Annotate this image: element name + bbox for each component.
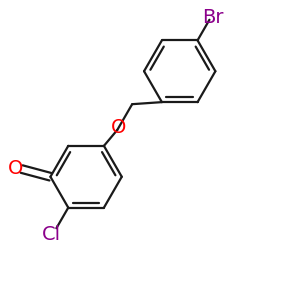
- Text: Cl: Cl: [42, 225, 62, 244]
- Text: Br: Br: [202, 8, 224, 27]
- Text: O: O: [8, 159, 23, 178]
- Text: O: O: [111, 118, 127, 137]
